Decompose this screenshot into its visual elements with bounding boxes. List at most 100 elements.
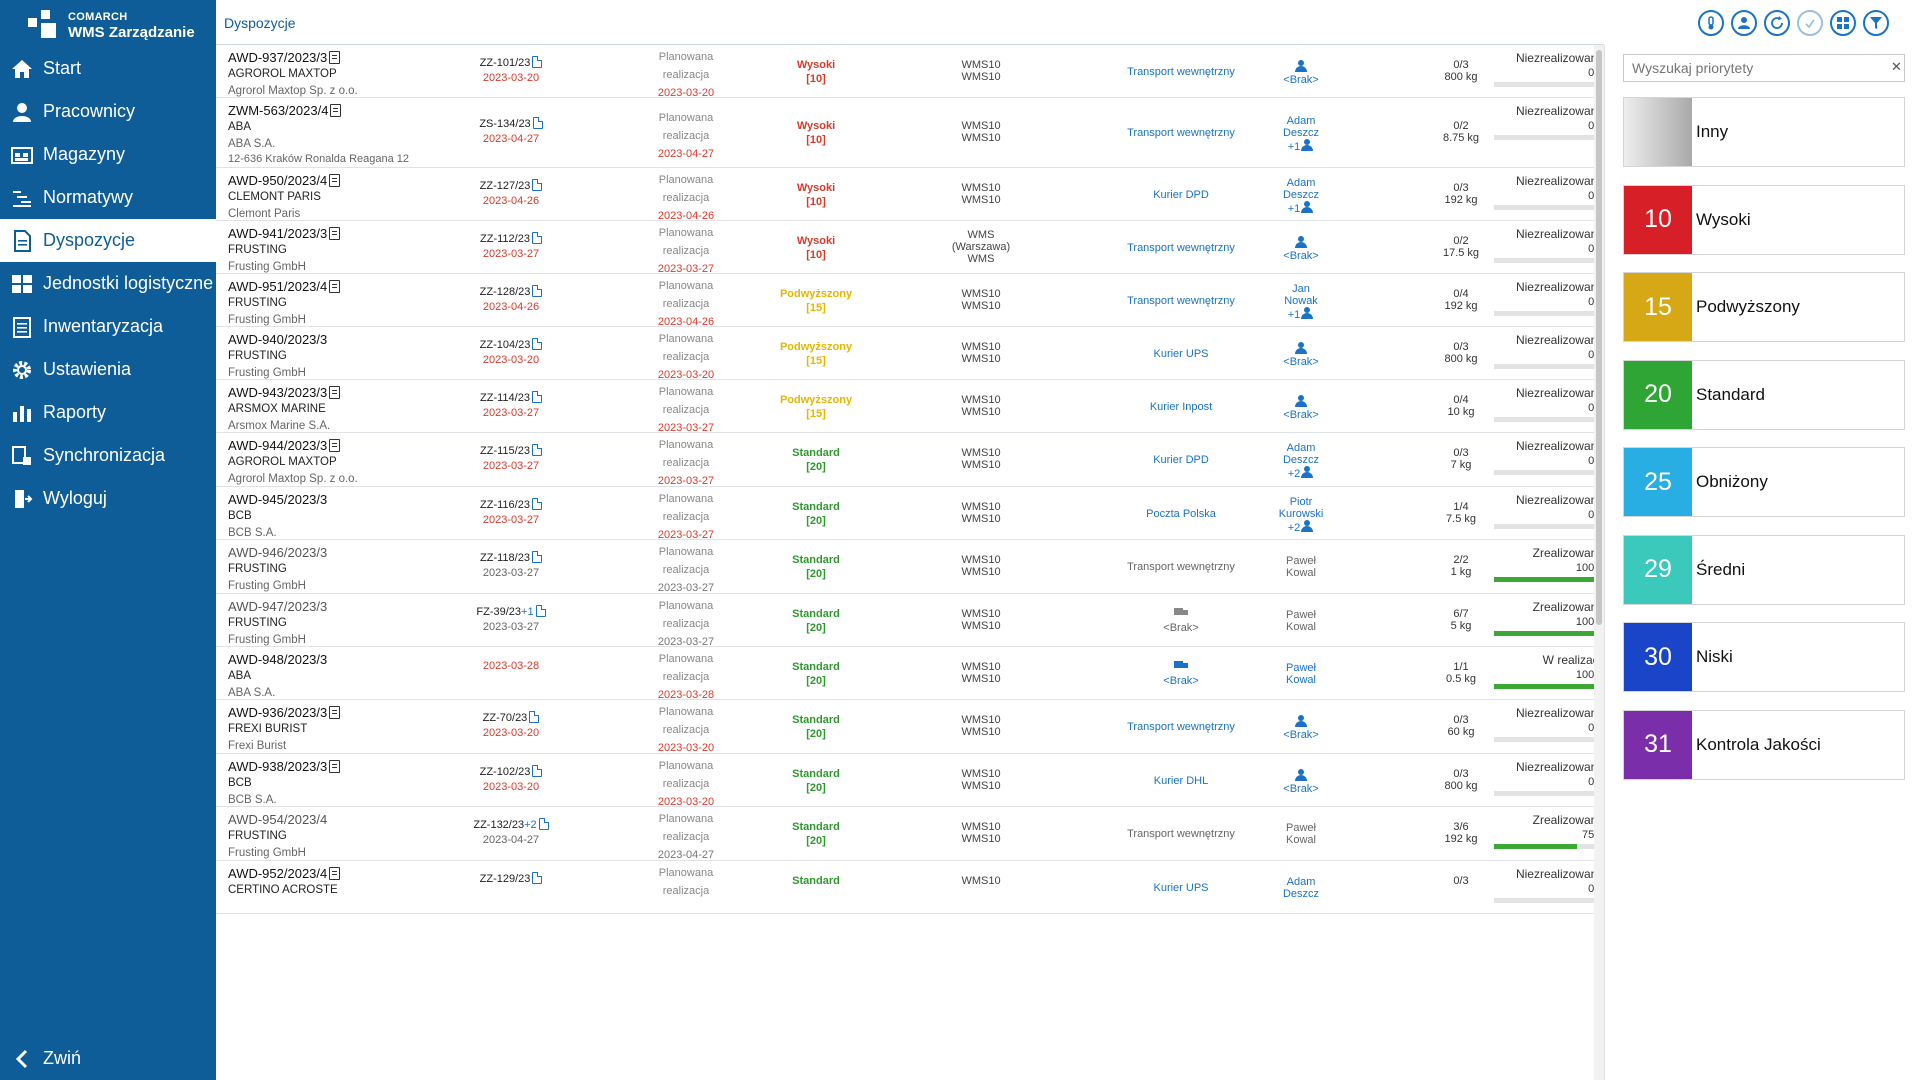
transport-cell[interactable]: Kurier UPS	[1031, 347, 1331, 361]
table-row[interactable]: AWD-948/2023/3 ABA ABA S.A. 2023-03-28 Plano…	[216, 647, 1604, 701]
operator-cell[interactable]: Adam Deszcz	[1231, 876, 1371, 900]
table-row[interactable]: AWD-947/2023/3 FRUSTING Frusting GmbH FZ-39…	[216, 594, 1604, 648]
transport-cell[interactable]: Kurier UPS	[1031, 881, 1331, 895]
sidebar-item-inwentaryzacja[interactable]: Inwentaryzacja	[0, 305, 216, 348]
disposition-number[interactable]: AWD-950/2023/4	[228, 173, 428, 189]
disposition-number[interactable]: AWD-951/2023/4	[228, 279, 428, 295]
operator-cell[interactable]: <Brak>	[1231, 342, 1371, 368]
priority-card-standard[interactable]: 20 Standard	[1623, 359, 1905, 430]
disposition-number[interactable]: AWD-945/2023/3	[228, 492, 428, 508]
source-document[interactable]: ZZ-128/23	[441, 285, 581, 299]
disposition-number[interactable]: AWD-944/2023/3	[228, 438, 428, 454]
sidebar-item-raporty[interactable]: Raporty	[0, 391, 216, 434]
priority-card-kontrola-jakości[interactable]: 31 Kontrola Jakości	[1623, 709, 1905, 780]
operator-button[interactable]	[1731, 10, 1757, 36]
operator-cell[interactable]: <Brak>	[1231, 60, 1371, 86]
sidebar-item-start[interactable]: Start	[0, 47, 216, 90]
source-document[interactable]: ZZ-70/23	[441, 711, 581, 725]
disposition-number[interactable]: AWD-946/2023/3	[228, 545, 428, 561]
table-row[interactable]: AWD-944/2023/3 AGROROL MAXTOP Agrorol Maxt…	[216, 433, 1604, 487]
transport-cell[interactable]: Transport wewnętrzny	[1031, 65, 1331, 79]
source-document[interactable]: ZZ-129/23	[441, 872, 581, 886]
sidebar-item-pracownicy[interactable]: Pracownicy	[0, 90, 216, 133]
disposition-number[interactable]: AWD-948/2023/3	[228, 652, 428, 668]
operator-cell[interactable]: Paweł Kowal	[1231, 555, 1371, 579]
sidebar-item-ustawienia[interactable]: Ustawienia	[0, 348, 216, 391]
disposition-number[interactable]: AWD-937/2023/3	[228, 50, 428, 66]
disposition-number[interactable]: AWD-940/2023/3	[228, 332, 428, 348]
operator-cell[interactable]: Paweł Kowal	[1231, 822, 1371, 846]
table-row[interactable]: AWD-938/2023/3 BCB BCB S.A. ZZ-102/23 2023-0…	[216, 754, 1604, 808]
filter-button[interactable]	[1863, 10, 1889, 36]
thermometer-button[interactable]	[1698, 10, 1724, 36]
source-document[interactable]: ZZ-104/23	[441, 338, 581, 352]
disposition-number[interactable]: AWD-936/2023/3	[228, 705, 428, 721]
operator-cell[interactable]: Adam Deszcz +2	[1231, 442, 1371, 480]
transport-cell[interactable]: Kurier DPD	[1031, 453, 1331, 467]
source-document[interactable]: ZZ-116/23	[441, 498, 581, 512]
operator-cell[interactable]: Paweł Kowal	[1231, 609, 1371, 633]
source-document[interactable]: ZZ-115/23	[441, 444, 581, 458]
transport-cell[interactable]: Transport wewnętrzny	[1031, 241, 1331, 255]
transport-cell[interactable]: <Brak>	[1031, 660, 1331, 688]
table-row[interactable]: AWD-946/2023/3 FRUSTING Frusting GmbH ZZ-11…	[216, 540, 1604, 594]
priority-card-podwyższony[interactable]: 15 Podwyższony	[1623, 272, 1905, 342]
priority-card-średni[interactable]: 29 Średni	[1623, 534, 1905, 605]
source-document[interactable]: ZZ-102/23	[441, 765, 581, 779]
sidebar-item-jednostki-logistyczne[interactable]: Jednostki logistyczne	[0, 262, 216, 305]
source-document[interactable]: FZ-39/23+1	[441, 605, 581, 619]
transport-cell[interactable]: Transport wewnętrzny	[1031, 827, 1331, 841]
source-document[interactable]: ZZ-132/23+2	[441, 818, 581, 832]
source-document[interactable]: ZZ-127/23	[441, 179, 581, 193]
view-button[interactable]	[1830, 10, 1856, 36]
sidebar-item-normatywy[interactable]: Normatywy	[0, 176, 216, 219]
transport-cell[interactable]: Kurier Inpost	[1031, 400, 1331, 414]
transport-cell[interactable]: Transport wewnętrzny	[1031, 126, 1331, 140]
clear-search-icon[interactable]: ✕	[1891, 59, 1902, 74]
sidebar-item-synchronizacja[interactable]: Synchronizacja	[0, 434, 216, 477]
priority-search-input[interactable]	[1623, 54, 1905, 82]
priority-card-niski[interactable]: 30 Niski	[1623, 622, 1905, 692]
operator-cell[interactable]: Paweł Kowal	[1231, 662, 1371, 686]
operator-cell[interactable]: Piotr Kurowski +2	[1231, 496, 1371, 534]
operator-cell[interactable]: Jan Nowak +1	[1231, 283, 1371, 321]
operator-cell[interactable]: <Brak>	[1231, 395, 1371, 421]
disposition-number[interactable]: AWD-938/2023/3	[228, 759, 428, 775]
disposition-number[interactable]: ZWM-563/2023/4	[228, 103, 428, 119]
table-row[interactable]: AWD-952/2023/4 CERTINO ACROSTE ZZ-129/23 Pl…	[216, 861, 1604, 914]
operator-cell[interactable]: Adam Deszcz +1	[1231, 115, 1371, 153]
table-row[interactable]: AWD-941/2023/3 FRUSTING Frusting GmbH ZZ-11…	[216, 221, 1604, 275]
disposition-number[interactable]: AWD-943/2023/3	[228, 385, 428, 401]
disposition-number[interactable]: AWD-952/2023/4	[228, 866, 428, 882]
refresh-button[interactable]	[1764, 10, 1790, 36]
table-row[interactable]: AWD-945/2023/3 BCB BCB S.A. ZZ-116/23 2023-0…	[216, 487, 1604, 541]
sidebar-item-dyspozycje[interactable]: Dyspozycje	[0, 219, 216, 262]
source-document[interactable]: ZZ-112/23	[441, 232, 581, 246]
priority-card-wysoki[interactable]: 10 Wysoki	[1623, 184, 1905, 255]
source-document[interactable]: ZZ-101/23	[441, 56, 581, 70]
table-row[interactable]: AWD-936/2023/3 FREXI BURIST Frexi Burist ZZ…	[216, 700, 1604, 754]
table-row[interactable]: AWD-951/2023/4 FRUSTING Frusting GmbH ZZ-12…	[216, 274, 1604, 328]
collapse-button[interactable]: Zwiń	[0, 1037, 216, 1080]
transport-cell[interactable]: Transport wewnętrzny	[1031, 720, 1331, 734]
scrollbar-thumb[interactable]	[1596, 50, 1602, 625]
operator-cell[interactable]: <Brak>	[1231, 715, 1371, 741]
table-row[interactable]: ZWM-563/2023/4 ABA ABA S.A. 12-636 Kraków R…	[216, 98, 1604, 168]
disposition-number[interactable]: AWD-954/2023/4	[228, 812, 428, 828]
operator-cell[interactable]: <Brak>	[1231, 769, 1371, 795]
transport-cell[interactable]: Transport wewnętrzny	[1031, 294, 1331, 308]
operator-cell[interactable]: Adam Deszcz +1	[1231, 177, 1371, 215]
priority-card-inny[interactable]: Inny	[1623, 97, 1905, 167]
table-row[interactable]: AWD-950/2023/4 CLEMONT PARIS Clemont Paris…	[216, 168, 1604, 222]
transport-cell[interactable]: Kurier DPD	[1031, 188, 1331, 202]
transport-cell[interactable]: Transport wewnętrzny	[1031, 560, 1331, 574]
breadcrumb[interactable]: Dyspozycje	[224, 15, 296, 31]
table-row[interactable]: AWD-954/2023/4 FRUSTING Frusting GmbH ZZ-13…	[216, 807, 1604, 861]
table-row[interactable]: AWD-940/2023/3 FRUSTING Frusting GmbH ZZ-10…	[216, 327, 1604, 381]
disposition-number[interactable]: AWD-941/2023/3	[228, 226, 428, 242]
table-row[interactable]: AWD-943/2023/3 ARSMOX MARINE Arsmox Marine…	[216, 380, 1604, 434]
transport-cell[interactable]: <Brak>	[1031, 607, 1331, 635]
table-row[interactable]: AWD-937/2023/3 AGROROL MAXTOP Agrorol Maxt…	[216, 45, 1604, 99]
source-document[interactable]: ZS-134/23	[441, 117, 581, 131]
source-document[interactable]: ZZ-114/23	[441, 391, 581, 405]
